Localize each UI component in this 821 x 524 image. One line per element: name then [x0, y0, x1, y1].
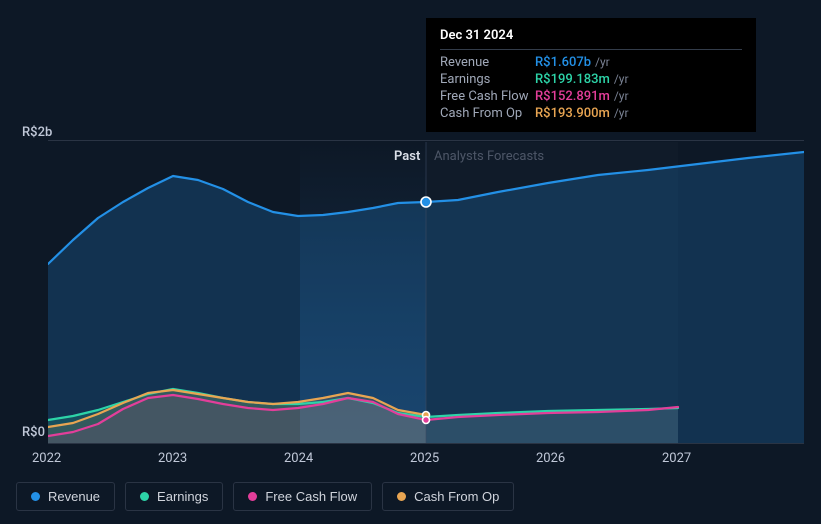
x-axis-tick: 2024 [284, 451, 313, 466]
tooltip-row-value: R$1.607b [535, 55, 591, 70]
tooltip-row-unit: /yr [614, 72, 629, 87]
x-axis-tick: 2022 [32, 451, 61, 466]
tooltip-row: RevenueR$1.607b/yr [440, 54, 742, 71]
legend-item[interactable]: Revenue [16, 482, 115, 511]
x-axis-tick: 2026 [536, 451, 565, 466]
tooltip-row: Cash From OpR$193.900m/yr [440, 105, 742, 122]
tooltip-row: Free Cash FlowR$152.891m/yr [440, 88, 742, 105]
legend-dot [140, 492, 149, 501]
x-axis-tick: 2025 [410, 451, 439, 466]
tooltip-row-value: R$199.183m [535, 72, 610, 87]
tooltip-row-unit: /yr [614, 89, 629, 104]
legend-label: Revenue [48, 489, 100, 504]
legend-item[interactable]: Earnings [125, 482, 223, 511]
tooltip-row-unit: /yr [595, 55, 610, 70]
tooltip-row-label: Cash From Op [440, 106, 535, 121]
y-axis-label-bottom: R$0 [22, 425, 45, 440]
legend-dot [397, 492, 406, 501]
tooltip-row-label: Revenue [440, 55, 535, 70]
chart-legend: Revenue Earnings Free Cash Flow Cash From O… [16, 482, 514, 511]
legend-dot [31, 492, 40, 501]
tooltip-row-unit: /yr [614, 106, 629, 121]
legend-item[interactable]: Free Cash Flow [233, 482, 372, 511]
tooltip-row-label: Earnings [440, 72, 535, 87]
legend-dot [248, 492, 257, 501]
legend-item[interactable]: Cash From Op [382, 482, 514, 511]
legend-label: Earnings [157, 489, 208, 504]
x-axis-tick: 2023 [158, 451, 187, 466]
chart-tooltip: Dec 31 2024 RevenueR$1.607b/yrEarningsR$… [426, 18, 756, 132]
tooltip-row: EarningsR$199.183m/yr [440, 71, 742, 88]
x-axis-tick: 2027 [662, 451, 691, 466]
tooltip-row-value: R$193.900m [535, 106, 610, 121]
tooltip-row-label: Free Cash Flow [440, 89, 535, 104]
earnings-revenue-chart [48, 140, 804, 444]
y-axis-label-top: R$2b [22, 125, 52, 140]
tooltip-date: Dec 31 2024 [440, 28, 742, 50]
legend-label: Free Cash Flow [265, 489, 357, 504]
legend-label: Cash From Op [414, 489, 499, 504]
tooltip-row-value: R$152.891m [535, 89, 610, 104]
